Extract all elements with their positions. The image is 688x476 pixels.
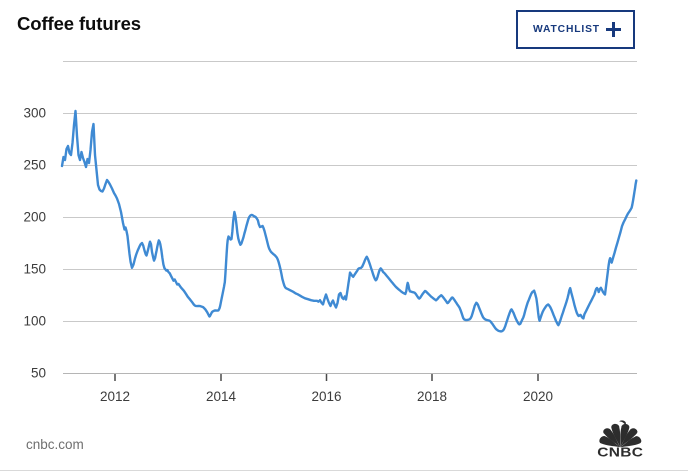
svg-text:2018: 2018 <box>417 389 447 404</box>
svg-text:50: 50 <box>31 366 46 381</box>
svg-text:300: 300 <box>23 106 46 121</box>
svg-text:100: 100 <box>23 314 46 329</box>
svg-text:CNBC: CNBC <box>597 446 643 458</box>
svg-text:250: 250 <box>23 158 46 173</box>
svg-text:2016: 2016 <box>311 389 341 404</box>
svg-text:2012: 2012 <box>100 389 130 404</box>
svg-text:200: 200 <box>23 210 46 225</box>
svg-text:2020: 2020 <box>523 389 553 404</box>
svg-text:2014: 2014 <box>206 389 237 404</box>
svg-text:150: 150 <box>23 262 46 277</box>
